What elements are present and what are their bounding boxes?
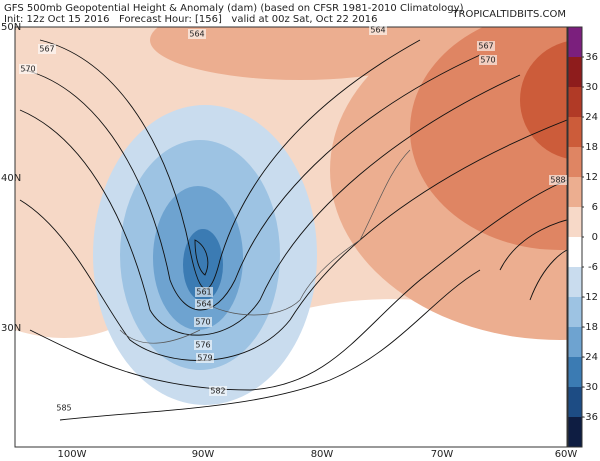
anomaly-positive — [150, 27, 450, 80]
contour-label-bg — [196, 353, 214, 363]
colorbar-segment — [568, 327, 582, 358]
contour-line — [19, 74, 521, 336]
colorbar-tick-label: -6 — [588, 262, 598, 273]
contour-label: 564 — [189, 30, 204, 39]
contour-label: 570 — [195, 318, 210, 327]
colorbar-segment — [568, 117, 582, 148]
colorbar-segment — [568, 417, 582, 448]
contour-label: 564 — [370, 26, 385, 35]
contour-label-bg — [195, 299, 213, 309]
colorbar-segment — [568, 57, 582, 88]
contour-label: 570 — [20, 65, 35, 74]
colorbar-tick-label: -36 — [582, 412, 598, 423]
colorbar-tick-label: 18 — [585, 142, 598, 153]
colorbar-tick-label: 36 — [585, 52, 598, 63]
contour-label: 576 — [195, 341, 210, 350]
lat-label: 40N — [1, 173, 21, 184]
contour-label: 567 — [478, 42, 493, 51]
lat-label: 30N — [1, 323, 21, 334]
contour-label-bg — [479, 55, 497, 65]
contour-label-bg — [477, 41, 495, 51]
title: GFS 500mb Geopotential Height & Anomaly … — [4, 3, 464, 14]
contour-label: 585 — [56, 404, 71, 413]
colorbar-tick-label: 24 — [585, 112, 598, 123]
contour-label: 561 — [196, 288, 211, 297]
lat-label: 50N — [1, 22, 21, 33]
lon-label: 60W — [555, 449, 578, 460]
colorbar-segment — [568, 387, 582, 418]
anomaly-negative — [183, 229, 223, 301]
colorbar-segment — [568, 357, 582, 388]
colorbar-segment — [568, 27, 582, 58]
contour-label: 567 — [39, 45, 54, 54]
contour-line — [499, 219, 567, 301]
contour-label-bg — [194, 340, 212, 350]
contour-label-bg — [195, 287, 213, 297]
contour-label: 564 — [196, 300, 211, 309]
contour-line — [29, 179, 567, 391]
site-credit: TROPICALTIDBITS.COM — [451, 9, 566, 20]
contour-label: 570 — [480, 56, 495, 65]
colorbar-tick-label: -12 — [582, 292, 598, 303]
contour-label-bg — [369, 25, 387, 35]
contour-label-bg — [188, 29, 206, 39]
map-frame — [14, 26, 568, 448]
coastline — [119, 149, 411, 344]
contour-line — [59, 269, 481, 421]
contour-label-bg — [194, 317, 212, 327]
lon-label: 70W — [431, 449, 454, 460]
colorbar-segment — [568, 297, 582, 328]
contour-label-bg — [38, 44, 56, 54]
contour-label-bg — [19, 64, 37, 74]
colorbar-tick-label: -18 — [582, 322, 598, 333]
contour-label: 588 — [550, 176, 565, 185]
colorbar-segment — [568, 267, 582, 298]
colorbar-tick-label: -30 — [582, 382, 598, 393]
colorbar-segment — [568, 237, 582, 268]
colorbar-segment — [568, 207, 582, 238]
colorbar-tick-label: 30 — [585, 82, 598, 93]
contour-label-bg — [209, 386, 227, 396]
colorbar-tick-label: 6 — [592, 202, 598, 213]
subtitle: Init: 12z Oct 15 2016 Forecast Hour: [15… — [4, 14, 378, 25]
anomaly-positive — [520, 41, 567, 159]
contour-line — [194, 239, 209, 276]
colorbar-segment — [568, 87, 582, 118]
lon-label: 100W — [58, 449, 87, 460]
colorbar-tick-label: 0 — [592, 232, 598, 243]
lon-label: 90W — [192, 449, 215, 460]
contour-label-bg — [55, 403, 73, 413]
contour-line — [19, 119, 567, 361]
contour-label-bg — [549, 175, 567, 185]
colorbar-tick-label: -24 — [582, 352, 598, 363]
map-area — [15, 27, 567, 447]
colorbar-segment — [568, 177, 582, 208]
colorbar-segment — [568, 147, 582, 178]
contour-label: 582 — [210, 387, 225, 396]
lon-label: 80W — [311, 449, 334, 460]
contour-label: 579 — [197, 354, 212, 363]
colorbar-tick-label: 12 — [585, 172, 598, 183]
